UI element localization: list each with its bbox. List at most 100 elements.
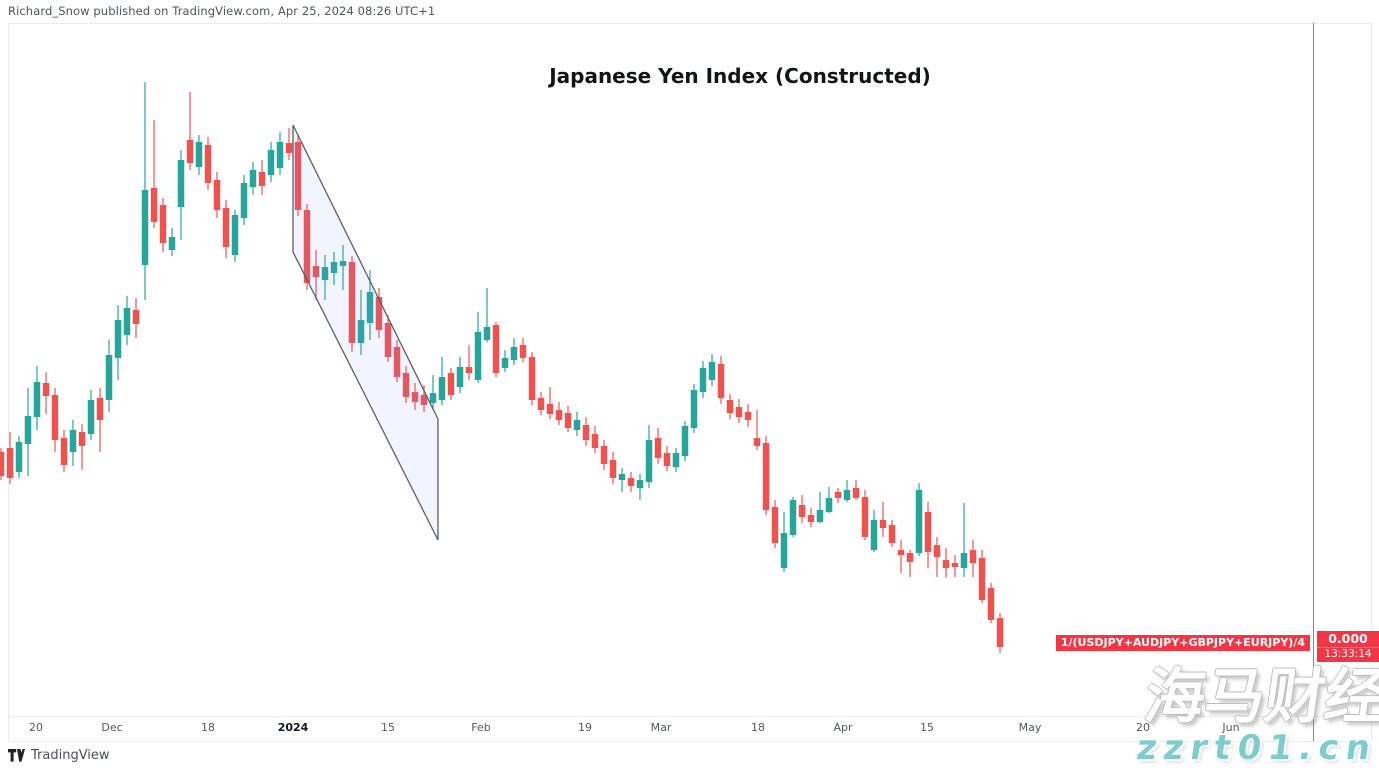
candle bbox=[780, 512, 788, 572]
candle bbox=[348, 256, 356, 352]
candle bbox=[339, 245, 347, 290]
candle bbox=[0, 448, 5, 480]
candle bbox=[870, 510, 878, 552]
candle bbox=[789, 497, 797, 537]
x-axis-label-19: 19 bbox=[578, 721, 592, 734]
candle bbox=[897, 540, 905, 573]
x-axis-label-15: 15 bbox=[381, 721, 395, 734]
candle bbox=[249, 162, 257, 195]
candle bbox=[384, 315, 392, 362]
x-axis-label-mar: Mar bbox=[650, 721, 672, 734]
x-axis-label-18: 18 bbox=[751, 721, 765, 734]
candle bbox=[906, 550, 914, 577]
candle bbox=[744, 404, 752, 427]
footer: TradingView bbox=[8, 748, 110, 763]
candle bbox=[429, 375, 437, 410]
candle bbox=[357, 290, 365, 355]
chart-frame-top-border bbox=[8, 23, 1371, 24]
candle bbox=[24, 388, 32, 476]
candle bbox=[591, 426, 599, 453]
candle bbox=[816, 492, 824, 523]
candle bbox=[447, 368, 455, 400]
candle bbox=[753, 410, 761, 450]
candle bbox=[627, 472, 635, 492]
candle bbox=[60, 430, 68, 472]
candle bbox=[987, 583, 995, 623]
candle bbox=[636, 474, 644, 500]
candle bbox=[42, 372, 50, 414]
candle bbox=[267, 142, 275, 182]
candle bbox=[96, 388, 104, 452]
trend-channel bbox=[292, 124, 439, 541]
candle bbox=[168, 228, 176, 256]
last-price-value: 0.000 bbox=[1328, 631, 1368, 646]
candle bbox=[492, 322, 500, 377]
x-axis-label-jun: Jun bbox=[1222, 721, 1240, 734]
price-box: 0.000 13:33:14 bbox=[1317, 631, 1379, 662]
candle bbox=[330, 252, 338, 285]
candle bbox=[132, 298, 140, 338]
candle bbox=[438, 357, 446, 405]
candle bbox=[213, 172, 221, 218]
candle bbox=[78, 424, 86, 470]
candle bbox=[645, 425, 653, 488]
x-axis-label-may: May bbox=[1018, 721, 1042, 734]
candle bbox=[231, 210, 239, 262]
candle bbox=[258, 160, 266, 195]
candle bbox=[960, 503, 968, 577]
candle bbox=[159, 198, 167, 252]
x-axis-label-2024: 2024 bbox=[277, 721, 309, 734]
candle bbox=[717, 356, 725, 404]
candle bbox=[618, 468, 626, 492]
candle bbox=[852, 480, 860, 500]
candle bbox=[105, 340, 113, 412]
series-label: 1/(USDJPY+AUDJPY+GBPJPY+EURJPY)/4 bbox=[1055, 635, 1310, 651]
candle bbox=[15, 436, 23, 478]
candle bbox=[681, 421, 689, 461]
candle bbox=[690, 384, 698, 433]
candle bbox=[600, 440, 608, 470]
candle bbox=[483, 288, 491, 342]
candle bbox=[222, 200, 230, 258]
candle bbox=[411, 383, 419, 410]
candle bbox=[150, 120, 158, 228]
candle bbox=[204, 137, 212, 190]
candle bbox=[195, 135, 203, 175]
candle bbox=[240, 175, 248, 225]
candle bbox=[186, 92, 194, 170]
candle bbox=[771, 500, 779, 548]
candle bbox=[996, 613, 1004, 653]
candle bbox=[6, 432, 14, 484]
candle bbox=[303, 204, 311, 290]
candle bbox=[501, 350, 509, 372]
candle bbox=[393, 340, 401, 382]
x-axis-label-20: 20 bbox=[29, 721, 43, 734]
candle bbox=[555, 402, 563, 425]
candle bbox=[276, 132, 284, 175]
candle bbox=[285, 128, 293, 160]
candle bbox=[114, 305, 122, 380]
candle bbox=[456, 357, 464, 393]
candle bbox=[843, 480, 851, 502]
candle bbox=[87, 390, 95, 440]
attribution-text: Richard_Snow published on TradingView.co… bbox=[8, 4, 436, 18]
x-axis-label-20: 20 bbox=[1136, 721, 1150, 734]
candle bbox=[654, 428, 662, 464]
candle bbox=[861, 490, 869, 540]
candle bbox=[672, 448, 680, 472]
tradingview-logo-icon[interactable] bbox=[8, 749, 25, 762]
candle bbox=[474, 312, 482, 383]
candle bbox=[564, 406, 572, 432]
x-axis-label-apr: Apr bbox=[833, 721, 853, 734]
chart-frame-left-border bbox=[8, 23, 9, 741]
tradingview-brand-link[interactable]: TradingView bbox=[31, 748, 110, 763]
x-axis-label-18: 18 bbox=[201, 721, 215, 734]
bar-countdown-timer: 13:33:14 bbox=[1317, 647, 1379, 662]
candle bbox=[699, 361, 707, 398]
candle bbox=[528, 352, 536, 405]
candle bbox=[519, 338, 527, 362]
candle bbox=[933, 537, 941, 577]
candle bbox=[510, 338, 518, 365]
x-axis-label-feb: Feb bbox=[471, 721, 491, 734]
